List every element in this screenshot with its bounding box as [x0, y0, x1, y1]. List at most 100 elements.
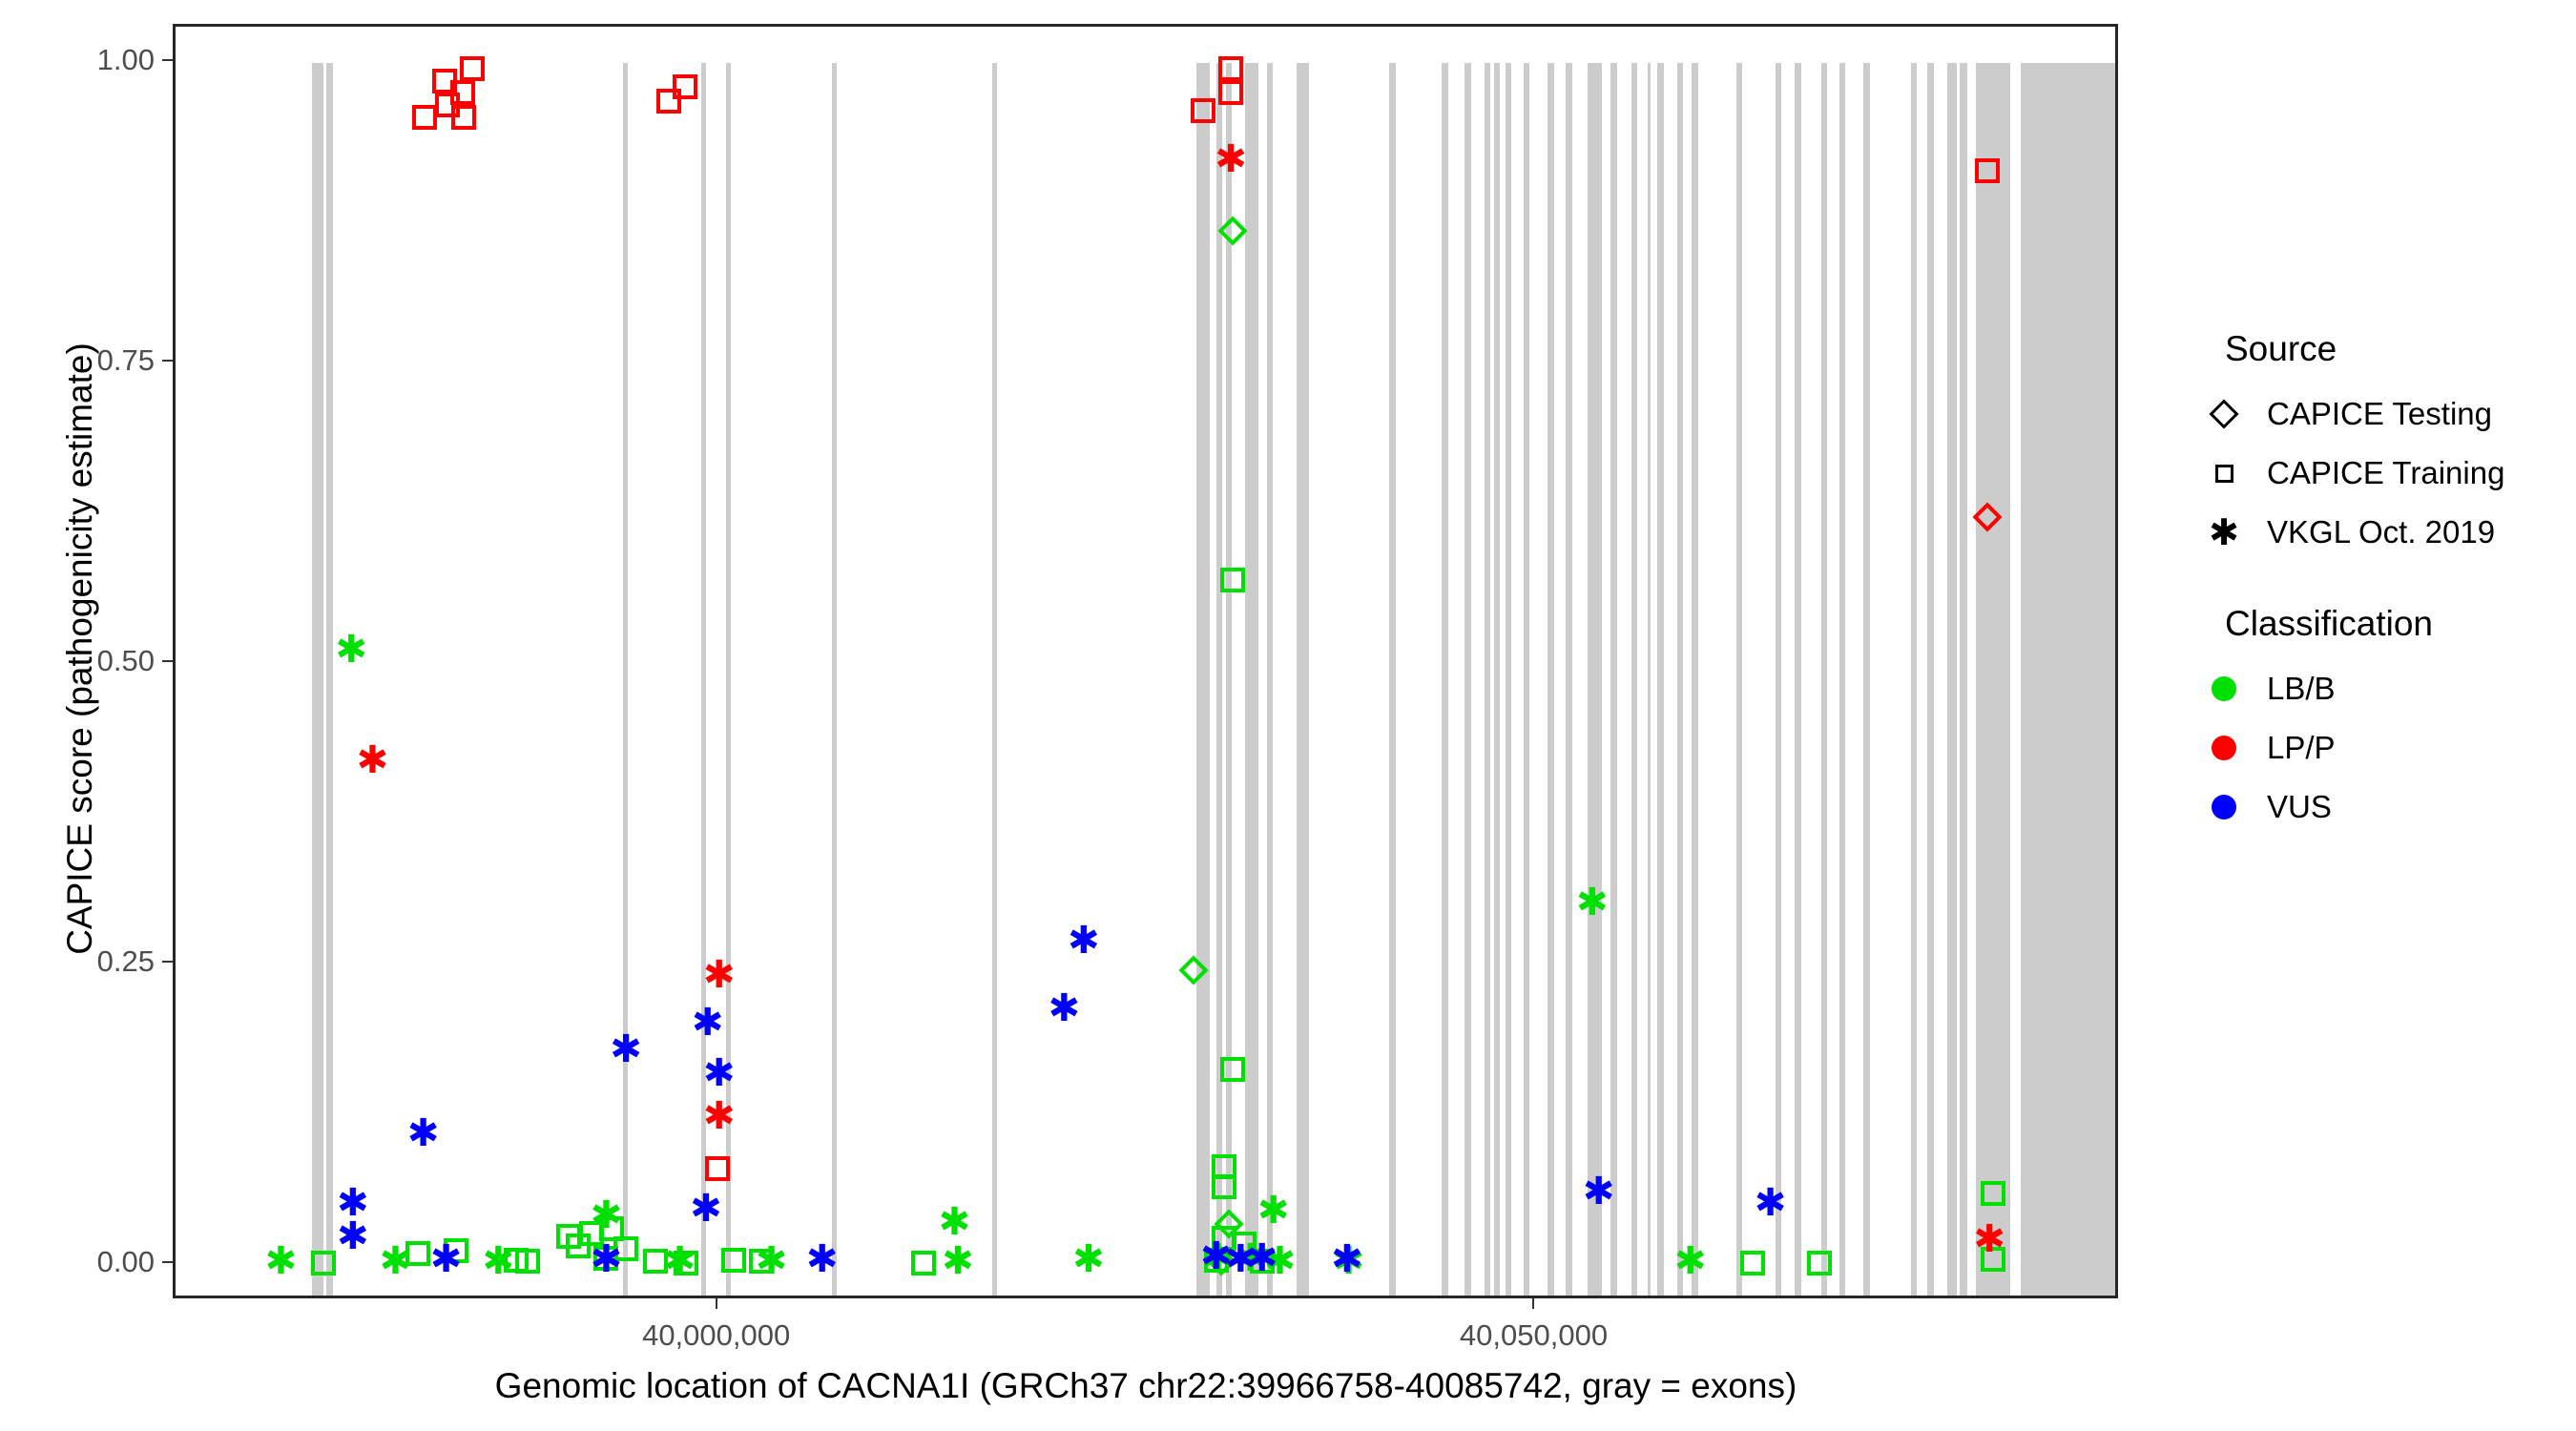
y-tick-mark	[162, 961, 173, 964]
scatter-point	[451, 104, 477, 130]
scatter-point: ✱	[1068, 919, 1100, 964]
scatter-point	[1218, 80, 1244, 106]
scatter-point	[1212, 1174, 1237, 1200]
scatter-point: ✱	[663, 1238, 696, 1283]
legend-group-title: Source	[2225, 329, 2337, 368]
scatter-point: ✱	[379, 1238, 412, 1283]
scatter-point	[412, 104, 438, 130]
scatter-point: ✱	[1224, 1237, 1257, 1282]
exon-band	[725, 62, 731, 1296]
scatter-point	[1178, 955, 1209, 985]
scatter-point	[1219, 567, 1245, 592]
dot-icon	[2194, 659, 2254, 718]
scatter-point: ✱	[1575, 881, 1609, 925]
exon-band	[1735, 62, 1743, 1296]
exon-band	[1910, 62, 1918, 1296]
scatter-point: ✱	[1234, 1236, 1267, 1281]
legend-item[interactable]: ✱ VKGL Oct. 2019	[2194, 503, 2557, 562]
exon-band	[1296, 62, 1310, 1296]
scatter-point	[910, 1250, 936, 1275]
scatter-point	[310, 1250, 336, 1275]
scatter-point: ✱	[1245, 1236, 1278, 1281]
scatter-point: ✱	[1582, 1169, 1615, 1213]
legend-item-label: VKGL Oct. 2019	[2267, 514, 2496, 550]
legend-item-label: CAPICE Testing	[2267, 396, 2492, 431]
exon-band	[311, 62, 323, 1296]
scatter-point: ✱	[610, 1027, 642, 1071]
exon-band	[1983, 62, 2011, 1296]
plot-panel: ✱ ✱ ✱ ✱ ✱ ✱ ✱ ✱ ✱ ✱ ✱ ✱ ✱ ✱ ✱ ✱ ✱ ✱ ✱ ✱ ✱ ✱ ✱ ✱ ✱ ✱ ✱ ✱ ✱ ✱ ✱ ✱ ✱ ✱ ✱ ✱ ✱ ✱ ✱ ✱	[173, 24, 2118, 1298]
y-axis-tick-labels: 0.00 0.25 0.50 0.75 1.00	[50, 0, 155, 1431]
exon-band	[1631, 62, 1638, 1296]
scatter-point: ✱	[1199, 1234, 1233, 1278]
legend-item[interactable]: LP/P	[2194, 718, 2557, 778]
exon-band	[1215, 62, 1223, 1296]
legend-item-label: LB/B	[2267, 671, 2336, 706]
exon-band	[1442, 62, 1449, 1296]
exon-band	[1657, 62, 1664, 1296]
scatter-point	[1218, 56, 1244, 82]
exon-band	[1676, 62, 1684, 1296]
diamond-outline-icon	[2194, 384, 2254, 444]
scatter-point: ✱	[702, 1094, 736, 1139]
scatter-point	[749, 1249, 775, 1275]
exon-band	[1648, 62, 1652, 1296]
square-outline-icon	[2194, 444, 2254, 503]
scatter-point	[1217, 216, 1248, 246]
x-tick-label: 40,000,000	[642, 1318, 791, 1352]
scatter-point	[578, 1221, 604, 1247]
exon-band	[831, 62, 838, 1296]
scatter-point	[1219, 1056, 1245, 1082]
exon-band	[622, 62, 629, 1296]
legend-item[interactable]: CAPICE Training	[2194, 444, 2557, 503]
y-tick-label: 0.00	[96, 1245, 155, 1279]
scatter-point	[642, 1249, 668, 1275]
legend-item-label: CAPICE Training	[2267, 455, 2505, 490]
y-tick-label: 0.75	[96, 342, 155, 377]
scatter-point: ✱	[702, 1051, 736, 1096]
scatter-point: ✱	[1201, 1236, 1235, 1281]
legend-group-source: Source CAPICE Testing CAPICE Training ✱ VKGL…	[2194, 329, 2557, 562]
exon-band	[1976, 62, 1983, 1296]
scatter-point: ✱	[690, 1187, 722, 1232]
legend-group-title: Classification	[2225, 604, 2433, 643]
scatter-point: ✱	[590, 1237, 623, 1282]
scatter-point: ✱	[335, 628, 367, 673]
exon-band	[1523, 62, 1530, 1296]
scatter-point: ✱	[1263, 1238, 1297, 1283]
exon-band	[1225, 62, 1233, 1296]
scatter-point: ✱	[755, 1238, 788, 1283]
y-tick-mark	[162, 359, 173, 362]
scatter-point: ✱	[1257, 1188, 1290, 1233]
scatter-point: ✱	[1673, 1238, 1707, 1283]
scatter-point	[672, 74, 697, 100]
legend-item[interactable]: CAPICE Testing	[2194, 384, 2557, 444]
scatter-point: ✱	[337, 1181, 369, 1226]
scatter-point: ✱	[1754, 1181, 1787, 1226]
scatter-point	[613, 1235, 638, 1261]
legend-item[interactable]: LB/B	[2194, 659, 2557, 718]
scatter-point	[515, 1249, 541, 1275]
dot-icon	[2194, 718, 2254, 778]
exon-band	[1389, 62, 1396, 1296]
exon-band	[1692, 62, 1698, 1296]
scatter-point	[1980, 1180, 2005, 1206]
scatter-point: ✱	[1973, 1216, 2005, 1261]
scatter-point	[704, 1156, 730, 1182]
scatter-point	[1806, 1250, 1832, 1275]
scatter-point	[449, 80, 475, 106]
exon-band	[700, 62, 707, 1296]
legend-item-label: VUS	[2267, 789, 2332, 824]
exon-band	[1863, 62, 1870, 1296]
scatter-point: ✱	[264, 1238, 298, 1283]
scatter-point	[1972, 502, 2004, 532]
legend-group-classification: Classification LB/B LP/P VUS	[2194, 604, 2557, 837]
exon-band	[1820, 62, 1828, 1296]
scatter-point	[674, 1250, 699, 1275]
scatter-point: ✱	[938, 1200, 971, 1245]
scatter-point	[721, 1248, 747, 1274]
legend-item[interactable]: VUS	[2194, 778, 2557, 837]
scatter-point	[1739, 1250, 1765, 1275]
exon-band	[1960, 62, 1967, 1296]
